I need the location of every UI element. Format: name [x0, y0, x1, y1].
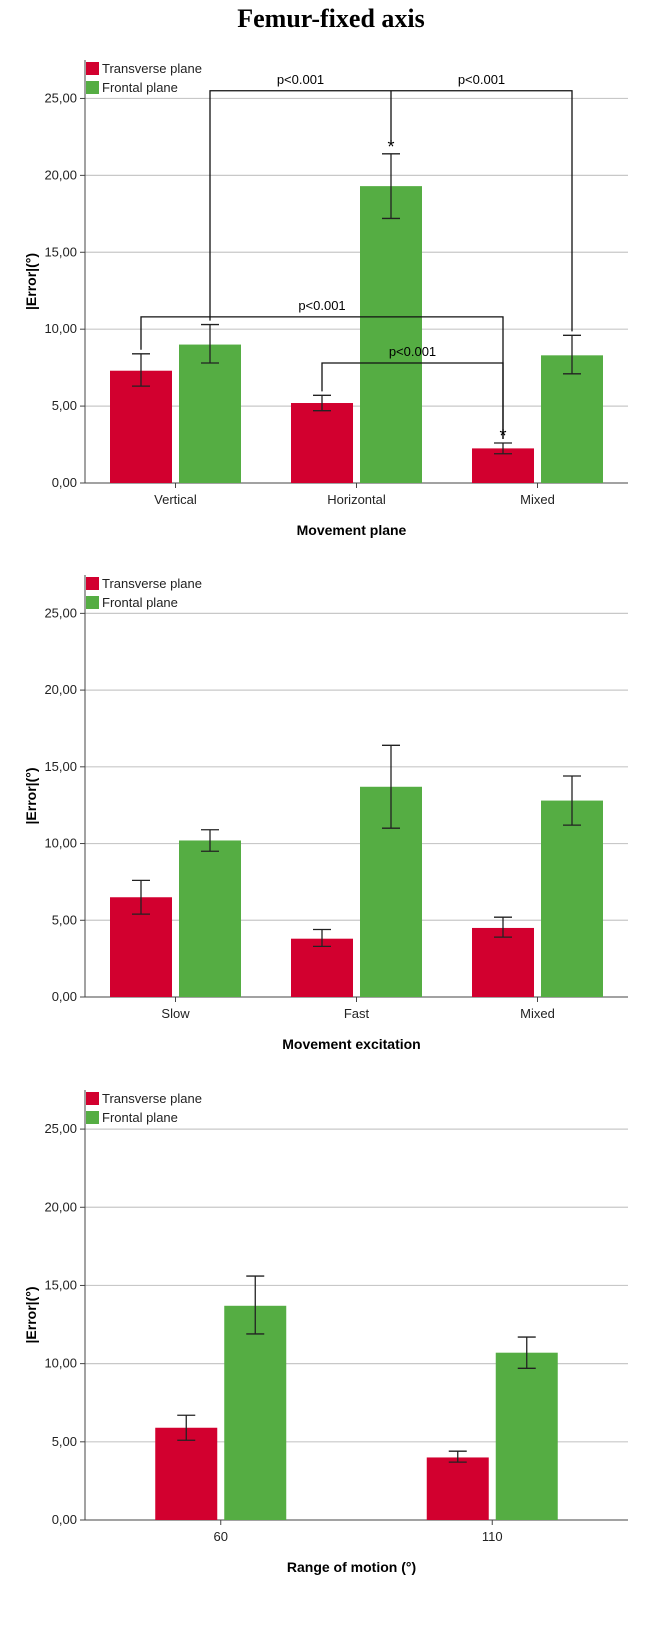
bar [179, 840, 241, 997]
legend-label: Frontal plane [102, 595, 178, 610]
bar [495, 1352, 558, 1520]
y-tick-label: 15,00 [44, 244, 77, 259]
legend-label: Frontal plane [102, 1110, 178, 1125]
y-tick-label: 5,00 [52, 398, 77, 413]
y-tick-label: 10,00 [44, 836, 77, 851]
bar [426, 1457, 489, 1520]
y-tick-label: 5,00 [52, 1434, 77, 1449]
x-tick-label: Mixed [520, 1006, 555, 1021]
legend-swatch [86, 577, 99, 590]
significance-bracket [321, 362, 504, 440]
y-axis-title: |Error|(°) [23, 253, 39, 310]
bar [541, 355, 603, 483]
p-value-label: p<0.001 [389, 344, 436, 359]
bar [110, 370, 172, 483]
y-tick-label: 10,00 [44, 321, 77, 336]
legend-swatch [86, 81, 99, 94]
x-tick-label: Horizontal [327, 492, 386, 507]
y-tick-label: 25,00 [44, 1121, 77, 1136]
y-tick-label: 20,00 [44, 1199, 77, 1214]
significance-star: * [499, 426, 506, 446]
chart-movement-excitation: 0,00 5,00 10,00 15,00 20,00 25,00 Slow Fast Mixe… [23, 575, 628, 1052]
x-axis-title: Movement excitation [282, 1036, 420, 1052]
y-axis-title: |Error|(°) [23, 1287, 39, 1344]
x-tick-label: Mixed [520, 492, 555, 507]
p-value-label: p<0.001 [277, 72, 324, 87]
legend-swatch [86, 62, 99, 75]
x-tick-label: Slow [161, 1006, 190, 1021]
x-tick-label: 60 [214, 1529, 228, 1544]
x-tick-label: 110 [482, 1529, 503, 1544]
y-tick-label: 10,00 [44, 1356, 77, 1371]
p-value-label: p<0.001 [458, 72, 505, 87]
bar [224, 1305, 287, 1520]
legend-swatch [86, 596, 99, 609]
bar [541, 800, 603, 997]
p-value-label: p<0.001 [298, 298, 345, 313]
y-tick-label: 0,00 [52, 989, 77, 1004]
x-axis-title: Movement plane [297, 522, 407, 538]
legend-swatch [86, 1111, 99, 1124]
y-tick-label: 0,00 [52, 1512, 77, 1527]
y-tick-label: 0,00 [52, 475, 77, 490]
chart-range-of-motion: 0,00 5,00 10,00 15,00 20,00 25,00 60 110 Range o… [23, 1090, 628, 1575]
bar [291, 403, 353, 483]
chart-movement-plane: 0,00 5,00 10,00 15,00 20,00 25,00 Vertical Hori… [23, 60, 628, 538]
y-tick-label: 25,00 [44, 90, 77, 105]
y-tick-label: 20,00 [44, 682, 77, 697]
x-tick-label: Fast [344, 1006, 370, 1021]
significance-star: * [387, 137, 394, 157]
page-title: Femur-fixed axis [237, 4, 425, 33]
legend-label: Transverse plane [102, 1091, 202, 1106]
bar [360, 186, 422, 483]
y-tick-label: 15,00 [44, 759, 77, 774]
legend-swatch [86, 1092, 99, 1105]
x-axis-title: Range of motion (°) [287, 1559, 416, 1575]
bar [291, 938, 353, 997]
bar [179, 344, 241, 483]
bar [472, 927, 534, 997]
legend-label: Frontal plane [102, 80, 178, 95]
y-tick-label: 5,00 [52, 912, 77, 927]
x-tick-label: Vertical [154, 492, 197, 507]
bar [155, 1427, 218, 1520]
y-tick-label: 25,00 [44, 605, 77, 620]
y-tick-label: 15,00 [44, 1277, 77, 1292]
y-axis-title: |Error|(°) [23, 768, 39, 825]
legend-label: Transverse plane [102, 61, 202, 76]
y-tick-label: 20,00 [44, 167, 77, 182]
significance-bracket [209, 90, 573, 332]
legend-label: Transverse plane [102, 576, 202, 591]
